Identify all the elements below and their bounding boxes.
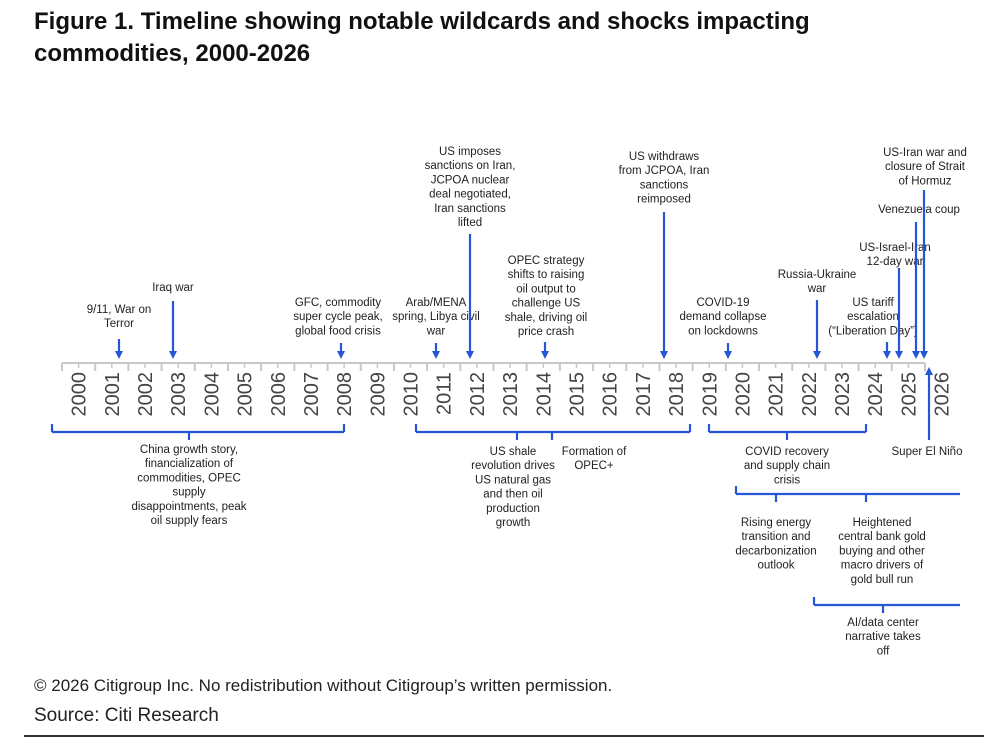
year-label-2021: 2021 [766, 372, 788, 417]
year-label-2023: 2023 [832, 372, 854, 417]
event-911-label: 9/11, War on Terror [87, 304, 152, 330]
year-labels: 2000 2001 2002 2003 2004 2005 2006 2007 2008 2009… [69, 372, 954, 417]
copyright-notice: © 2026 Citigroup Inc. No redistribution … [34, 676, 613, 695]
year-label-2005: 2005 [235, 372, 257, 417]
year-label-2006: 2006 [268, 372, 290, 417]
period-us-shale-label: US shale revolution drives US natural gas a… [471, 446, 555, 529]
event-covid-label: COVID-19 demand collapse on lockdowns [680, 297, 767, 337]
event-opec-strategy-label: OPEC strategy shifts to raising oil output… [505, 255, 587, 338]
event-us-tariff-label: US tariff escalation (“Liberation Day”) [828, 297, 918, 337]
year-label-2015: 2015 [566, 372, 588, 417]
period-energy-transition-label: Rising energy transition and decarbonizati… [735, 517, 816, 572]
year-label-2009: 2009 [367, 372, 389, 417]
event-russia-ukraine-label: Russia-Ukraine war [778, 269, 857, 295]
year-label-2010: 2010 [401, 372, 423, 417]
year-label-2016: 2016 [600, 372, 622, 417]
timeline-diagram: 2000 2001 2002 2003 2004 2005 2006 2007 2008 2009… [50, 146, 967, 657]
year-label-2013: 2013 [500, 372, 522, 417]
event-gfc-label: GFC, commodity super cycle peak, global fo… [293, 297, 383, 337]
source-note: Source: Citi Research [34, 705, 219, 726]
figure-title: Figure 1. Timeline showing notable wildc… [34, 8, 810, 67]
year-label-2000: 2000 [69, 372, 91, 417]
year-label-2024: 2024 [865, 372, 887, 417]
event-arab-spring-label: Arab/MENA spring, Libya civil war [392, 297, 480, 337]
year-label-2020: 2020 [732, 372, 754, 417]
event-venezuela-label: Venezuela coup [878, 204, 960, 216]
year-label-2026: 2026 [932, 372, 954, 417]
period-brackets: China growth story, financialization of co… [50, 424, 960, 657]
year-label-2003: 2003 [168, 372, 190, 417]
year-label-2012: 2012 [467, 372, 489, 417]
bottom-divider [24, 735, 984, 737]
year-label-2019: 2019 [699, 372, 721, 417]
event-us-iran-war-label: US-Iran war and closure of Strait of Hormu… [883, 147, 967, 187]
year-label-2025: 2025 [898, 372, 920, 417]
period-covid-recovery-label: COVID recovery and supply chain crisis [744, 446, 830, 486]
event-iraq-war-label: Iraq war [152, 282, 194, 294]
timeline-axis [61, 362, 926, 371]
year-label-2001: 2001 [102, 372, 124, 417]
year-label-2004: 2004 [201, 372, 223, 417]
year-label-2007: 2007 [301, 372, 323, 417]
period-china-growth-label: China growth story, financialization of co… [131, 444, 246, 527]
year-label-2011: 2011 [434, 372, 456, 415]
year-label-2022: 2022 [799, 372, 821, 417]
year-label-2018: 2018 [666, 372, 688, 417]
event-iran-sanctions-label: US imposes sanctions on Iran, JCPOA nuclea… [425, 146, 516, 229]
period-gold-buying-label: Heightened central bank gold buying and ot… [838, 517, 926, 586]
period-opec-plus-label: Formation of OPEC+ [562, 446, 627, 472]
year-label-2008: 2008 [334, 372, 356, 417]
year-label-2017: 2017 [633, 372, 655, 417]
event-super-el-nino-label: Super El Niño [892, 446, 963, 458]
period-ai-datacenter-label: AI/data center narrative takes off [845, 617, 921, 657]
event-jcpoa-withdraw-label: US withdraws from JCPOA, Iran sanctions rei… [619, 151, 710, 206]
year-label-2014: 2014 [533, 372, 555, 417]
year-label-2002: 2002 [135, 372, 157, 417]
event-israel-iran-label: US-Israel-Iran 12-day war [859, 242, 931, 268]
